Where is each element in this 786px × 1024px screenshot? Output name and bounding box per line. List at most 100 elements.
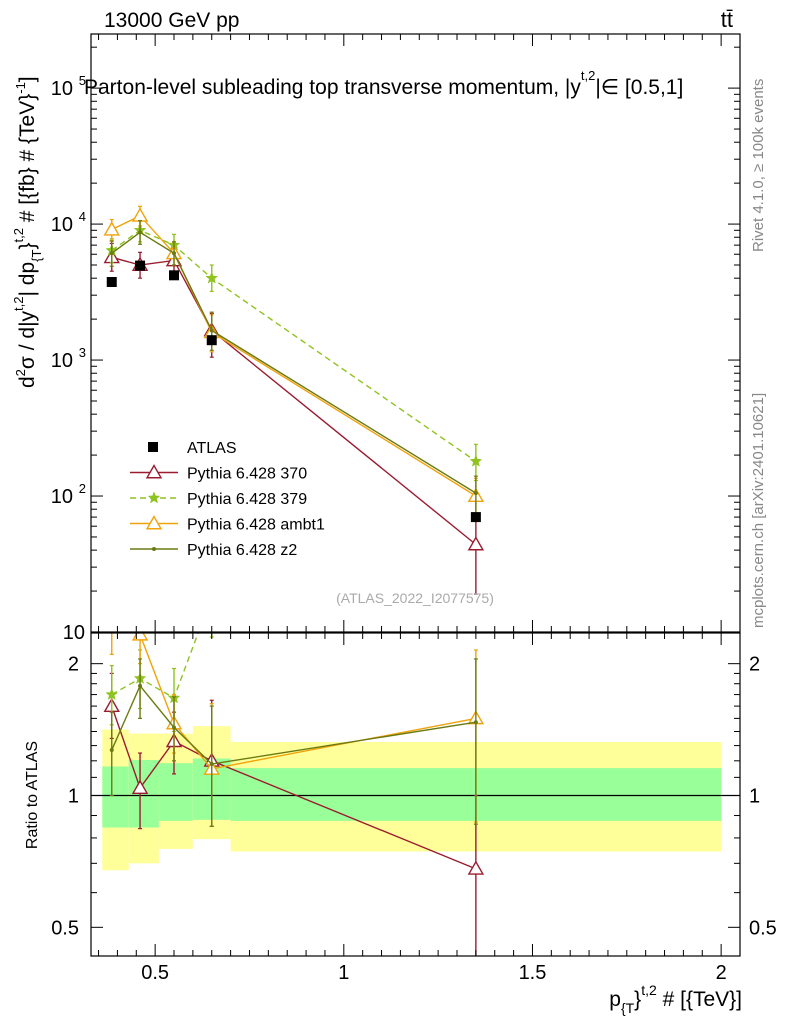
- data-point: [131, 207, 149, 222]
- legend-label: Pythia 6.428 ambt1: [187, 517, 325, 534]
- energy-label: 13000 GeV pp: [104, 9, 239, 32]
- y-tick-label: 10: [63, 622, 85, 644]
- legend-label: Pythia 6.428 z2: [187, 542, 297, 559]
- data-point: [131, 779, 149, 794]
- title-y: y: [570, 76, 581, 99]
- ylabel-d-sup: -1: [13, 82, 28, 94]
- ratio-y-tick-label-right: 1: [749, 785, 760, 807]
- ylabel-a-sup: 2: [13, 369, 28, 376]
- y-tick-exponent: 2: [79, 481, 86, 496]
- legend-label: ATLAS: [187, 440, 237, 457]
- data-point: [467, 536, 485, 551]
- x-tick-label: 0.5: [141, 962, 169, 984]
- ratio-y-axis-label: Ratio to ATLAS: [24, 741, 41, 849]
- title-prefix: Parton-level subleading top transverse m…: [84, 76, 570, 99]
- uncertainty-band-inner: [102, 766, 129, 828]
- data-point: [470, 512, 481, 523]
- ratio-y-tick-label-right: 0.5: [749, 917, 777, 939]
- ylabel-e: ]: [16, 76, 39, 82]
- xlabel-a-sub: {T: [621, 1000, 635, 1016]
- ratio-plot-area: [91, 590, 740, 956]
- main-plot-panel: 10 10 2 10 3 10 4 10 5 Parton-level subleading t…: [11, 33, 741, 644]
- data-point: [152, 547, 156, 551]
- title-sup: t,2: [581, 68, 595, 83]
- xlabel-b: # [{TeV}]: [657, 988, 742, 1011]
- x-tick-label: 2: [716, 962, 727, 984]
- ratio-y-tick-label: 2: [68, 654, 79, 676]
- y-tick-label: 10: [51, 78, 73, 100]
- title-suffix: |∈ [0.5,1]: [595, 76, 683, 99]
- data-point: [105, 618, 119, 630]
- data-point: [206, 590, 218, 601]
- data-point: [138, 230, 143, 235]
- data-point: [209, 328, 214, 333]
- ylabel-a: d: [16, 376, 39, 388]
- main-y-axis-label: d2σ / d|yt,2| dp{T}t,2 # [{fb} # {TeV}-1…: [11, 76, 44, 388]
- data-point: [473, 720, 478, 725]
- data-point: [105, 687, 119, 700]
- data-point: [147, 491, 161, 504]
- data-point: [106, 277, 117, 288]
- ylabel-b-sup: t,2: [11, 297, 26, 311]
- data-point: [469, 454, 483, 467]
- plot-title: Parton-level subleading top transverse m…: [84, 68, 683, 99]
- main-plot-frame: [90, 33, 741, 633]
- data-point: [172, 725, 177, 730]
- ratio-plot-frame: [90, 632, 741, 957]
- data-point: [109, 251, 114, 256]
- ratio-y-ticks: 0.5 0.5 1 1 2 2: [51, 654, 777, 940]
- process-label: tt̄: [721, 7, 733, 32]
- y-tick-label: 10: [51, 350, 73, 372]
- legend: ATLAS Pythia 6.428 370 Pythia 6.428 379 Pyt…: [130, 440, 325, 559]
- ylabel-d: # [{fb} # {TeV}: [16, 94, 39, 228]
- series-line: [111, 229, 477, 462]
- legend-label: Pythia 6.428 370: [187, 466, 307, 483]
- ratio-plot-panel: 0.5 0.5 1 1 2 2 0.5 1 1.5 2 Ratio to ATLAS p{T}t…: [24, 590, 777, 1016]
- rivet-version-label: Rivet 4.1.0, ≥ 100k events: [750, 79, 767, 252]
- y-tick-label: 10: [51, 214, 73, 236]
- uncertainty-band-inner: [158, 763, 193, 821]
- data-point: [131, 633, 149, 641]
- data-point: [103, 221, 120, 236]
- data-point: [109, 748, 114, 753]
- y-tick-exponent: 5: [79, 73, 86, 88]
- y-tick-exponent: 4: [79, 209, 86, 224]
- xlabel-a: p: [609, 988, 621, 1011]
- series-line: [111, 214, 477, 497]
- main-y-ticks: 10 10 2 10 3 10 4 10 5: [51, 46, 740, 644]
- data-point: [206, 335, 217, 346]
- xlabel-a-sup2: t,2: [641, 982, 657, 998]
- data-point: [135, 260, 146, 271]
- ratio-y-tick-label: 0.5: [51, 917, 79, 939]
- ylabel-c-sub: {T: [29, 250, 44, 262]
- x-tick-label: 1: [338, 962, 349, 984]
- data-point: [172, 251, 177, 256]
- analysis-watermark: (ATLAS_2022_I2077575): [336, 590, 494, 606]
- y-tick-exponent: 3: [79, 345, 86, 360]
- data-point: [209, 762, 214, 767]
- ratio-x-ticks: 0.5 1 1.5 2: [98, 633, 727, 984]
- x-tick-label: 1.5: [519, 962, 547, 984]
- mcplots-label: mcplots.cern.ch [arXiv:2401.10621]: [750, 393, 767, 628]
- data-point: [467, 860, 485, 875]
- data-point: [205, 271, 219, 284]
- data-point: [169, 270, 180, 281]
- data-point: [145, 515, 163, 530]
- ylabel-c: | dp: [16, 262, 39, 297]
- ylabel-c-sup: }: [16, 243, 39, 250]
- x-axis-label: p{T}t,2 # [{TeV}]: [609, 982, 742, 1016]
- legend-label: Pythia 6.428 379: [187, 491, 307, 508]
- data-point: [148, 442, 158, 452]
- data-point: [145, 464, 163, 479]
- y-tick-label: 10: [51, 486, 73, 508]
- ylabel-b: σ / d|y: [16, 310, 39, 369]
- series-line: [111, 633, 199, 699]
- ylabel-c-sup2: t,2: [11, 228, 26, 242]
- series-line: [111, 231, 477, 494]
- data-point: [473, 491, 478, 496]
- xlabel-a-sup: }: [634, 988, 641, 1011]
- ratio-y-tick-label-right: 2: [749, 654, 760, 676]
- main-plot-area: [103, 205, 485, 595]
- main-x-ticks: [98, 34, 722, 632]
